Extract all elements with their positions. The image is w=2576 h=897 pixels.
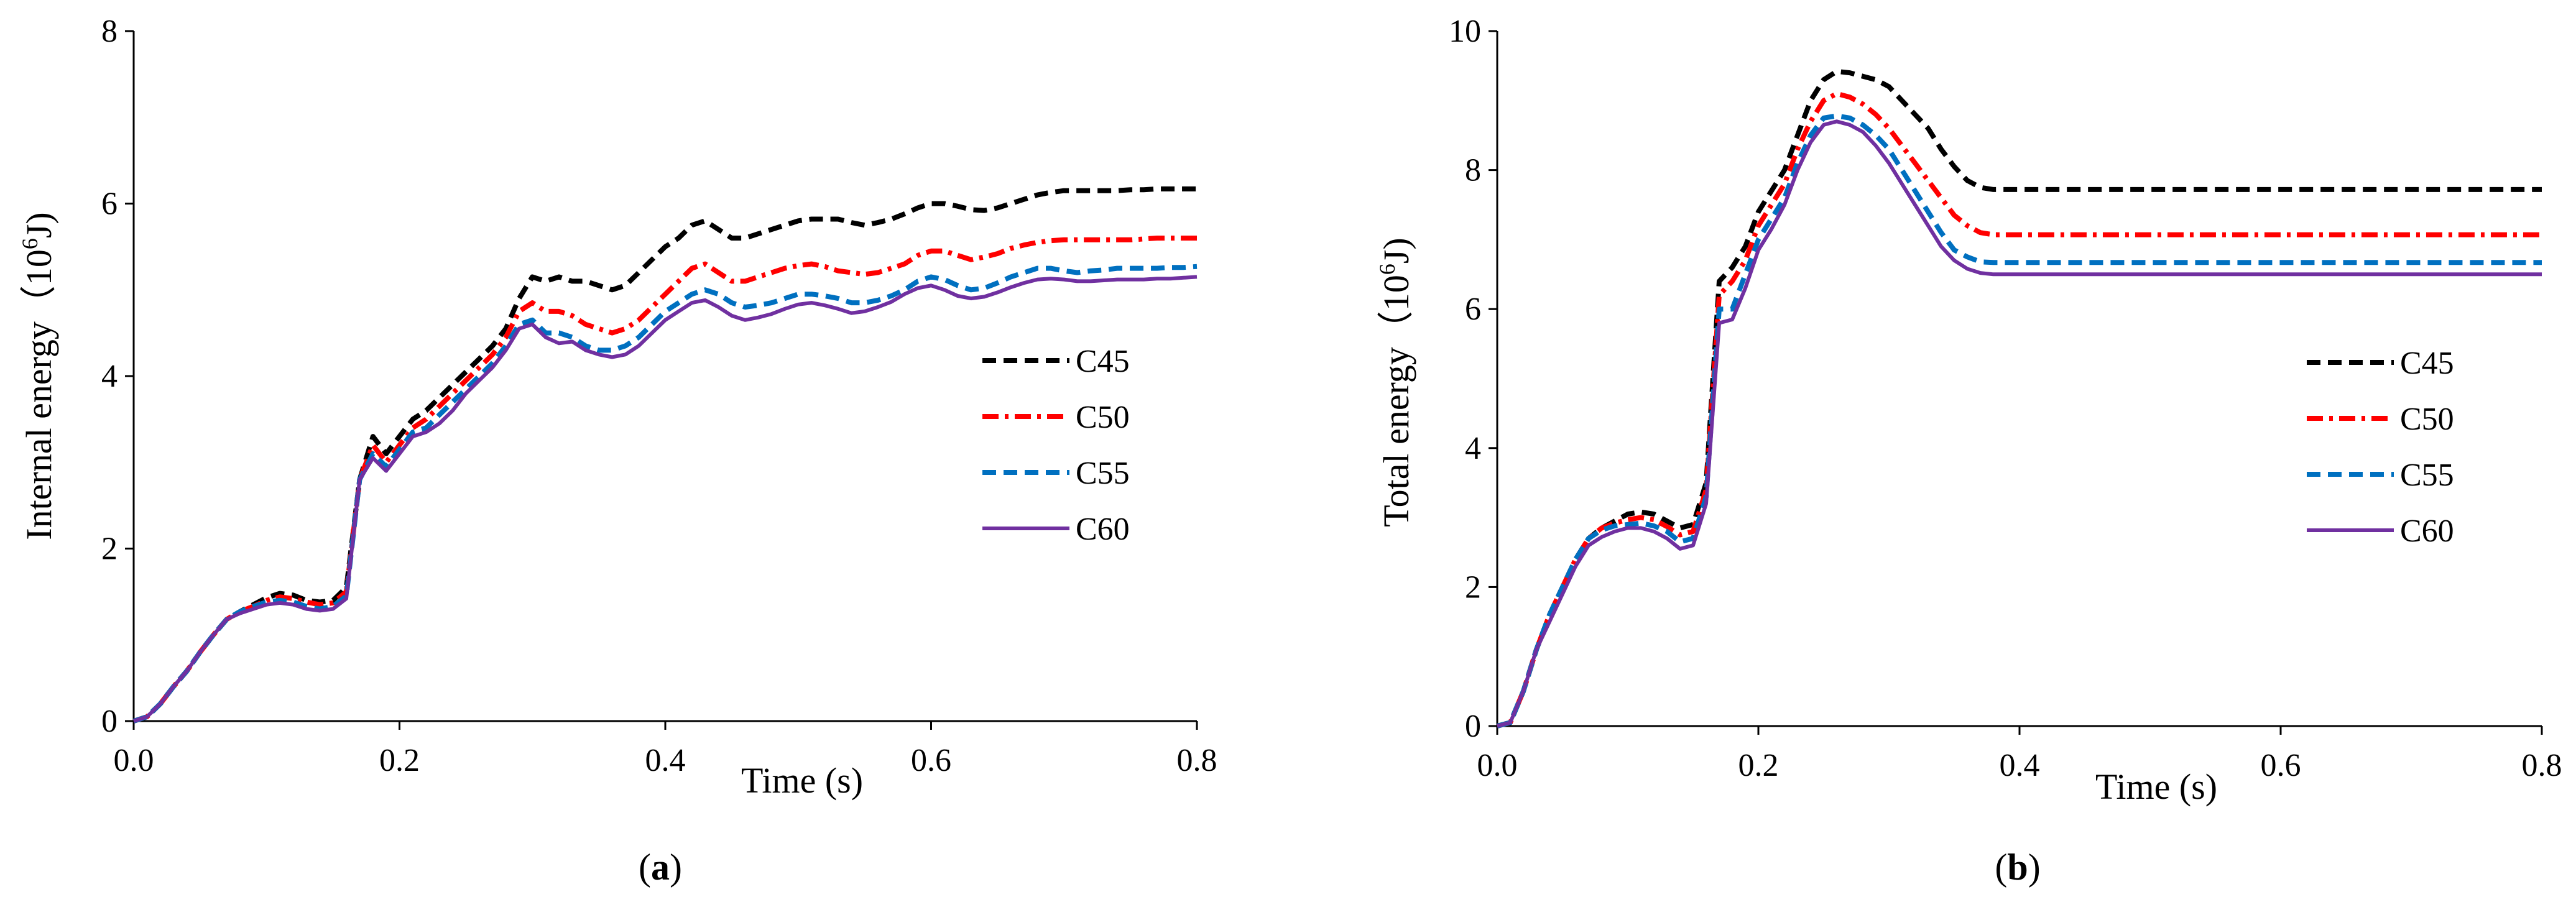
panel-b-y-axis-title-exponent: 6	[1375, 264, 1400, 275]
panel-a-legend-label-c45: C45	[1076, 344, 1130, 379]
panel-b-legend-item-c50: C50	[2307, 402, 2454, 437]
panel-b-legend-label-c45: C45	[2400, 346, 2454, 381]
panel-a-x-tick-label-1: 0.2	[379, 743, 420, 778]
panel-a-legend-item-c55: C55	[982, 456, 1130, 491]
panel-b-y-tick-label-2: 4	[1465, 431, 1481, 466]
panel-a-y-ticks: 0 2 4 6 8	[101, 14, 134, 739]
panel-b-axes: 0 2 4 6 8 10 0.0 0.2 0.4 0.6 0.8	[1449, 14, 2562, 783]
panel-b-x-tick-label-3: 0.6	[2261, 748, 2301, 783]
panel-a-legend-item-c60: C60	[982, 512, 1130, 547]
panel-b-y-axis-title: Total energy（106J)	[1375, 237, 1416, 527]
panel-a-y-tick-label-0: 0	[101, 704, 118, 739]
panel-a-series-line-c50	[132, 236, 1197, 724]
panel-b-y-tick-label-1: 2	[1465, 569, 1481, 605]
panel-a-series-lines	[132, 186, 1198, 724]
panel-a-label-letter: a	[651, 847, 670, 888]
panel-a-y-tick-label-2: 4	[101, 359, 118, 394]
panel-b-y-tick-label-5: 10	[1449, 14, 1481, 49]
panel-a-label-close: )	[670, 847, 682, 888]
panel-a-legend-label-c50: C50	[1076, 400, 1130, 435]
panel-b-x-tick-label-4: 0.8	[2522, 748, 2562, 783]
panel-a-legend: C45 C50 C55 C60	[982, 344, 1130, 547]
panel-b-y-axis-title-unit: J)	[1376, 237, 1416, 264]
panel-b-label-letter: b	[2007, 847, 2028, 888]
panel-a-y-tick-label-4: 8	[101, 14, 118, 49]
panel-a-legend-item-c45: C45	[982, 344, 1130, 379]
panel-a-legend-label-c55: C55	[1076, 456, 1130, 491]
panel-b-y-tick-label-3: 6	[1465, 292, 1481, 327]
panel-b-y-axis-title-main: Total energy（10	[1376, 275, 1416, 527]
panel-a-x-ticks: 0.0 0.2 0.4 0.6 0.8	[114, 721, 1217, 778]
panel-b-label-open: (	[1995, 847, 2007, 888]
panel-b-x-tick-label-1: 0.2	[1738, 748, 1779, 783]
panel-b-legend-label-c55: C55	[2400, 458, 2454, 493]
panel-a-legend-item-c50: C50	[982, 400, 1130, 435]
panel-b-legend-label-c60: C60	[2400, 513, 2454, 549]
panel-a-series-line-c60	[133, 275, 1198, 723]
panel-b-series-lines	[1496, 68, 2542, 729]
panel-a-x-tick-label-2: 0.4	[645, 743, 686, 778]
panel-b-series-line-c45	[1496, 68, 2542, 729]
panel-a-x-axis-title: Time (s)	[741, 760, 863, 801]
panel-a-series-line-c55	[132, 264, 1198, 724]
panel-b-label-close: )	[2028, 847, 2041, 888]
panel-a-legend-label-c60: C60	[1076, 512, 1130, 547]
panel-a-axes: 0 2 4 6 8 0.0 0.2 0.4 0.6 0.8	[101, 14, 1217, 778]
panel-b: 0 2 4 6 8 10 0.0 0.2 0.4 0.6 0.8 Time (s) Total e…	[1375, 14, 2562, 888]
panel-a: 0 2 4 6 8 0.0 0.2 0.4 0.6 0.8 Time (s) Internal …	[17, 14, 1217, 888]
panel-b-y-tick-label-0: 0	[1465, 709, 1481, 744]
panel-a-y-tick-label-1: 2	[101, 531, 118, 567]
panel-a-y-tick-label-3: 6	[101, 186, 118, 222]
panel-a-x-tick-label-3: 0.6	[911, 743, 951, 778]
panel-b-legend-item-c45: C45	[2307, 346, 2454, 381]
panel-b-legend: C45 C50 C55 C60	[2307, 346, 2454, 549]
panel-b-label: (b)	[1995, 847, 2040, 888]
panel-a-y-axis-title-main: Internal energy（10	[19, 249, 59, 540]
panel-a-series-line-c45	[132, 186, 1197, 724]
panel-b-legend-item-c60: C60	[2307, 513, 2454, 549]
panel-b-x-tick-label-0: 0.0	[1477, 748, 1518, 783]
panel-b-y-tick-label-4: 8	[1465, 153, 1481, 188]
panel-a-y-axis-title-unit: J)	[19, 212, 59, 238]
panel-a-x-tick-label-4: 0.8	[1177, 743, 1217, 778]
panel-b-legend-label-c50: C50	[2400, 402, 2454, 437]
panel-a-x-tick-label-0: 0.0	[114, 743, 154, 778]
panel-b-series-line-c60	[1497, 119, 2542, 728]
panel-b-x-tick-label-2: 0.4	[2000, 748, 2040, 783]
panel-b-x-axis-title: Time (s)	[2095, 766, 2217, 807]
panel-a-label: (a)	[639, 847, 682, 888]
panel-b-y-ticks: 0 2 4 6 8 10	[1449, 14, 1497, 744]
panel-a-y-axis-title: Internal energy（106J)	[17, 212, 59, 540]
panel-b-x-ticks: 0.0 0.2 0.4 0.6 0.8	[1477, 726, 2562, 783]
panel-a-label-open: (	[639, 847, 651, 888]
panel-b-series-line-c50	[1496, 91, 2542, 729]
panel-b-series-line-c55	[1496, 113, 2542, 729]
panel-a-y-axis-title-exponent: 6	[17, 238, 42, 249]
panel-b-legend-item-c55: C55	[2307, 458, 2454, 493]
